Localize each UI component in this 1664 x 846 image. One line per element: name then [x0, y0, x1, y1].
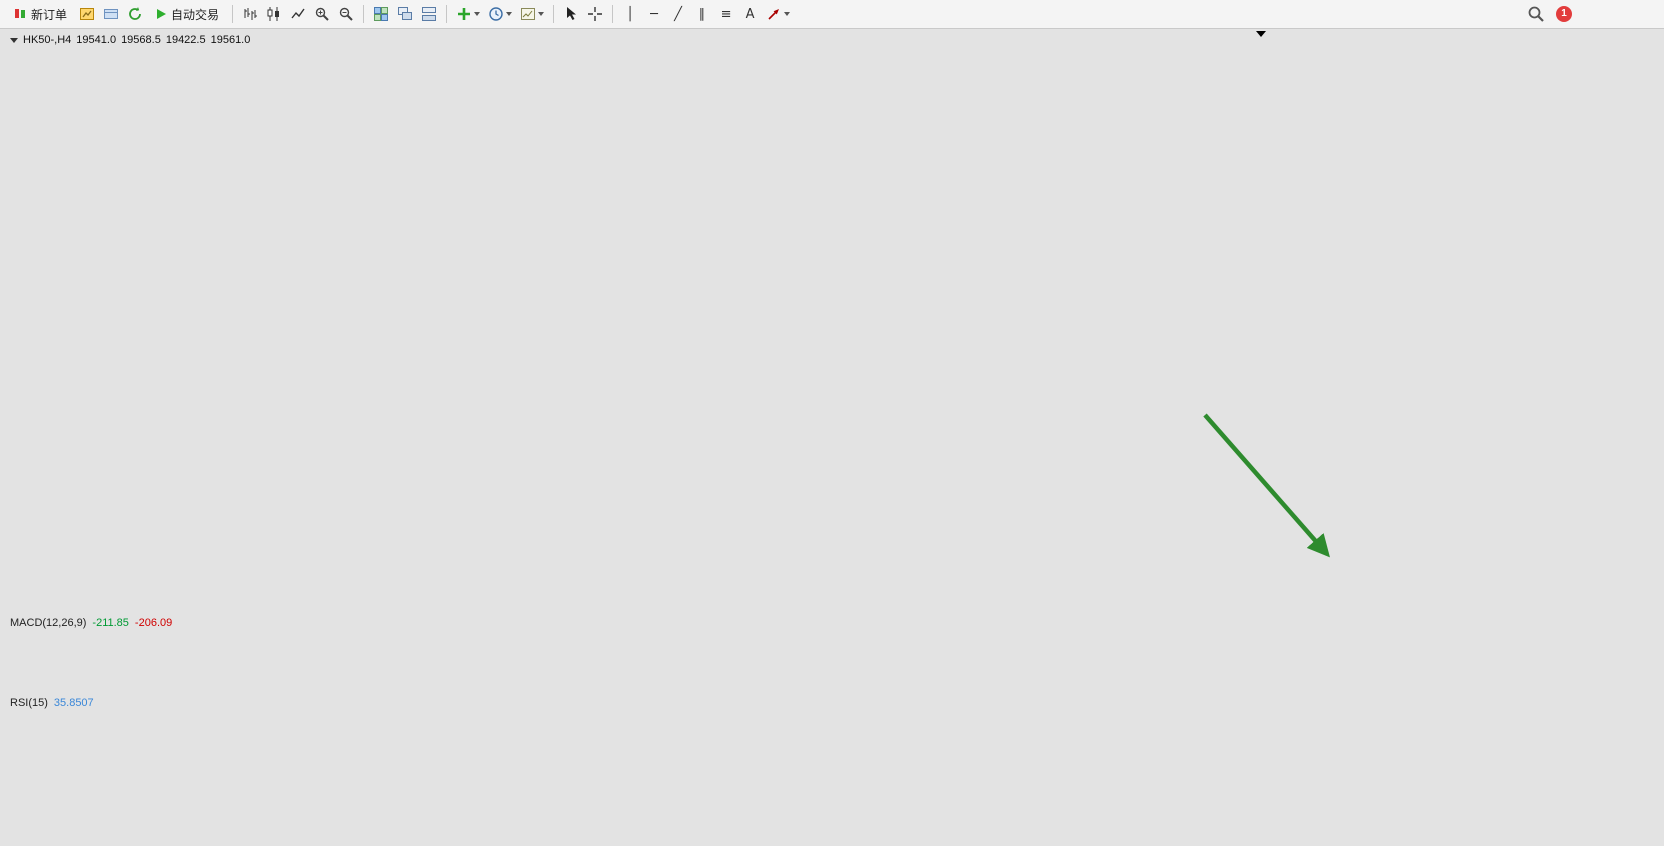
toolbar-separator	[446, 5, 448, 23]
chevron-down-icon	[506, 12, 513, 16]
chevron-down-icon	[784, 12, 791, 16]
add-indicator-icon[interactable]	[453, 3, 483, 25]
new-order-button[interactable]: 新订单	[6, 3, 74, 25]
horizontal-line-tool-icon[interactable]: ─	[650, 6, 658, 22]
cascade-windows-icon[interactable]	[394, 3, 416, 25]
line-chart-type-icon[interactable]	[287, 3, 309, 25]
trendline-tool-icon[interactable]: ╱	[674, 6, 682, 22]
new-chart-icon[interactable]	[76, 3, 98, 25]
periods-clock-icon[interactable]	[485, 3, 515, 25]
search-icon[interactable]	[1524, 3, 1548, 25]
price-axis[interactable]	[1519, 30, 1566, 773]
macd-title: MACD(12,26,9)	[10, 617, 87, 629]
chart-header: HK50-,H4 19541.0 19568.5 19422.5 19561.0	[10, 34, 250, 46]
rsi-label: RSI(15) 35.8507	[10, 697, 94, 709]
auto-trading-label: 自动交易	[171, 7, 220, 22]
arrows-tool-icon[interactable]	[763, 3, 793, 25]
macd-label: MACD(12,26,9) -211.85 -206.09	[10, 617, 172, 629]
chart-high: 19568.5	[121, 34, 161, 46]
crosshair-icon[interactable]	[584, 3, 606, 25]
vertical-line-tool-icon[interactable]: │	[626, 6, 634, 22]
templates-icon[interactable]	[517, 3, 547, 25]
profiles-icon[interactable]	[100, 3, 122, 25]
macd-signal-value: -206.09	[134, 617, 173, 629]
chevron-down-icon	[474, 12, 481, 16]
zoom-in-icon[interactable]	[311, 3, 333, 25]
toolbar-separator	[232, 5, 234, 23]
fibonacci-tool-icon[interactable]: ≡	[720, 6, 732, 22]
trend-arrow-annotation[interactable]	[1197, 409, 1347, 574]
zoom-out-icon[interactable]	[335, 3, 357, 25]
toolbar-right-group: 1	[1524, 3, 1572, 25]
macd-main-value: -211.85	[92, 617, 129, 629]
bar-chart-type-icon[interactable]	[239, 3, 261, 25]
chevron-down-icon	[538, 12, 545, 16]
toolbar-separator	[553, 5, 555, 23]
refresh-icon[interactable]	[124, 3, 146, 25]
text-tool-icon[interactable]: A	[745, 6, 755, 22]
cursor-icon[interactable]	[560, 3, 582, 25]
play-icon	[157, 9, 167, 19]
notification-badge[interactable]: 1	[1556, 6, 1572, 22]
tile-windows-icon[interactable]	[370, 3, 392, 25]
order-ticket-icon	[15, 9, 25, 18]
time-axis[interactable]	[5, 774, 1519, 794]
rsi-title: RSI(15)	[10, 697, 48, 709]
new-order-label: 新订单	[31, 7, 68, 22]
rsi-value: 35.8507	[53, 697, 94, 709]
candlestick-chart-type-icon[interactable]	[263, 3, 285, 25]
chart-low: 19422.5	[165, 34, 206, 46]
chart-symbol-period: HK50-,H4	[23, 34, 72, 46]
toolbar-separator	[612, 5, 614, 23]
one-click-trading-toggle[interactable]	[10, 37, 18, 43]
chart-close: 19561.0	[210, 34, 251, 46]
toolbar-separator	[363, 5, 365, 23]
channel-tool-icon[interactable]: ∥	[698, 6, 706, 22]
chart-open: 19541.0	[76, 34, 117, 46]
chart-shift-marker[interactable]	[1256, 31, 1266, 37]
auto-trading-button[interactable]: 自动交易	[148, 3, 226, 25]
arrange-windows-icon[interactable]	[418, 3, 440, 25]
main-toolbar: 新订单 自动交易 │ ─ ╱ ∥ ≡ A	[0, 0, 1664, 29]
